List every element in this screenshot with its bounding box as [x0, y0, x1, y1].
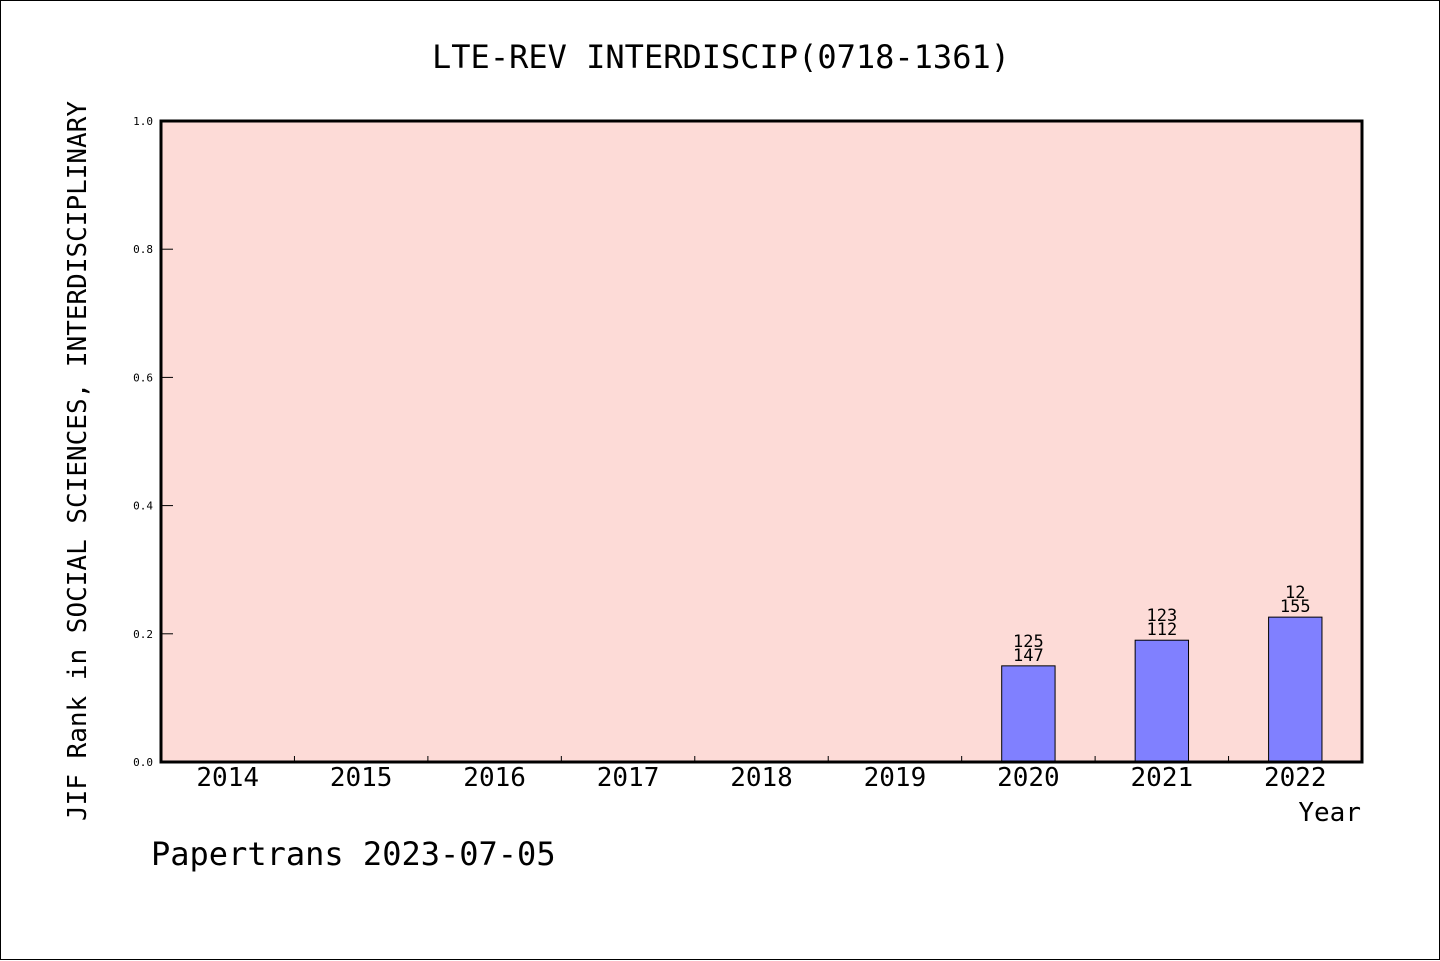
x-tick-label: 2018: [730, 763, 793, 793]
y-axis-ticks: 0.0 0.2 0.4 0.6 0.8 1.0: [133, 115, 173, 769]
y-axis-label: JIF Rank in SOCIAL SCIENCES, INTERDISCIP…: [63, 101, 93, 821]
bar-label-upper: 12: [1285, 583, 1305, 603]
x-axis-label: Year: [1298, 798, 1361, 828]
y-tick-label: 0.6: [133, 371, 153, 384]
bar-series: [1001, 616, 1323, 763]
y-tick-label: 0.0: [133, 756, 153, 769]
y-tick-label: 1.0: [133, 115, 153, 128]
bar-label-lower: 155: [1280, 597, 1311, 617]
bar-2022: [1268, 616, 1323, 763]
x-tick-label: 2019: [864, 763, 927, 793]
bar-label-upper: 125: [1013, 632, 1044, 652]
x-tick-label: 2016: [463, 763, 526, 793]
x-tick-label: 2020: [997, 763, 1060, 793]
plot-border: [159, 119, 1364, 764]
y-tick-label: 0.8: [133, 243, 153, 256]
x-axis-ticks: 2014 2015 2016 2017 2018 2019 2020 2021 2022: [196, 756, 1327, 793]
bar-label-lower: 112: [1146, 620, 1177, 640]
bar-2020: [1001, 665, 1056, 763]
footer-watermark: Papertrans 2023-07-05: [151, 835, 556, 873]
x-tick-label: 2021: [1131, 763, 1194, 793]
x-tick-label: 2014: [196, 763, 259, 793]
x-tick-label: 2022: [1264, 763, 1327, 793]
bar-2021: [1134, 639, 1190, 763]
bar-label-lower: 147: [1013, 646, 1044, 666]
y-tick-label: 0.2: [133, 628, 153, 641]
y-tick-label: 0.4: [133, 500, 153, 513]
chart-title: LTE-REV INTERDISCIP(0718-1361): [432, 38, 1010, 76]
bar-label-upper: 123: [1146, 606, 1177, 626]
x-tick-label: 2015: [330, 763, 393, 793]
x-tick-label: 2017: [597, 763, 660, 793]
